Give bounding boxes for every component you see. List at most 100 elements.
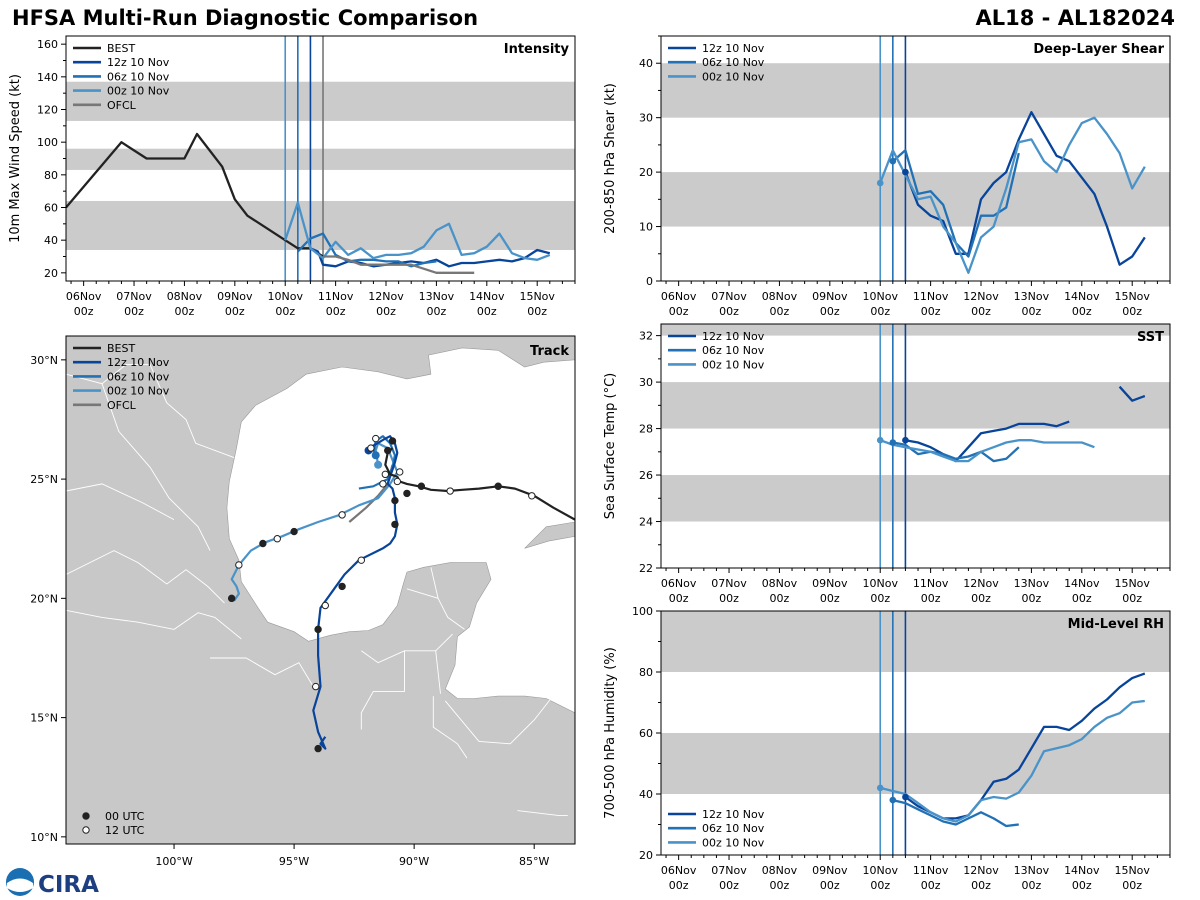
- marker-00utc: [338, 582, 346, 591]
- x-tick-label: 00z: [527, 305, 547, 318]
- x-tick-label: 90°W: [399, 855, 429, 868]
- x-tick-label: 15Nov: [1114, 577, 1150, 590]
- border: [361, 650, 405, 664]
- marker-00utc: [259, 539, 267, 548]
- x-tick-label: 07Nov: [711, 864, 747, 877]
- marker-12utc: [235, 561, 243, 569]
- y-tick-label: 15°N: [30, 712, 58, 725]
- y-tick-label: 25°N: [30, 473, 58, 486]
- x-tick-label: 15Nov: [1114, 864, 1150, 877]
- axes-frame: [65, 335, 576, 845]
- legend-label: OFCL: [107, 399, 137, 412]
- x-tick-label: 13Nov: [1014, 864, 1050, 877]
- x-tick-label: 15Nov: [519, 290, 555, 303]
- x-tick-label: 00z: [1022, 592, 1042, 605]
- x-tick-label: 00z: [1022, 879, 1042, 892]
- marker-12utc: [379, 480, 387, 488]
- x-tick-label: 08Nov: [167, 290, 203, 303]
- init-marker: [902, 436, 909, 444]
- border: [210, 657, 314, 687]
- border: [444, 698, 552, 745]
- y-axis-label: 700-500 hPa Humidity (%): [603, 647, 618, 819]
- y-tick-label: 20: [44, 267, 58, 280]
- border: [432, 696, 468, 759]
- legend-label: 06z 10 Nov: [702, 822, 765, 835]
- marker-12utc: [381, 470, 390, 479]
- x-tick-label: 00z: [1022, 305, 1042, 318]
- x-tick-label: 10Nov: [862, 290, 898, 303]
- x-tick-label: 00z: [921, 879, 941, 892]
- y-tick-label: 32: [639, 330, 653, 343]
- y-tick-label: 100: [632, 605, 653, 618]
- y-tick-label: 140: [37, 71, 58, 84]
- legend-label: 12z 10 Nov: [107, 56, 170, 69]
- init-marker: [902, 168, 909, 176]
- x-tick-label: 13Nov: [1014, 290, 1050, 303]
- threshold-band: [66, 200, 575, 250]
- x-tick-label: 00z: [1072, 305, 1092, 318]
- plot-area: [876, 672, 1146, 828]
- legend-label: BEST: [107, 342, 135, 355]
- x-tick-label: 00z: [669, 592, 689, 605]
- marker-00utc: [227, 594, 236, 603]
- marker-00utc: [314, 625, 322, 634]
- panel-title: Mid-Level RH: [1068, 617, 1164, 632]
- x-tick-label: 13Nov: [419, 290, 455, 303]
- x-tick-label: 14Nov: [1064, 864, 1100, 877]
- y-tick-label: 24: [639, 516, 653, 529]
- x-tick-label: 00z: [669, 305, 689, 318]
- legend-label: 00z 10 Nov: [107, 385, 170, 398]
- x-tick-label: 09Nov: [812, 864, 848, 877]
- marker-00utc: [417, 482, 426, 490]
- y-tick-label: 60: [639, 727, 653, 740]
- x-tick-label: 12Nov: [368, 290, 404, 303]
- legend-label: 12z 10 Nov: [702, 330, 765, 343]
- x-tick-label: 11Nov: [913, 864, 949, 877]
- series-line: [284, 201, 551, 261]
- legend-label: 00z 10 Nov: [702, 70, 765, 83]
- x-tick-label: 00z: [376, 305, 396, 318]
- x-tick-label: 00z: [971, 879, 991, 892]
- legend-label: OFCL: [107, 99, 137, 112]
- series-line: [904, 111, 1146, 266]
- y-tick-label: 20: [639, 849, 653, 862]
- marker-12utc: [393, 477, 402, 486]
- x-tick-label: 00z: [1122, 305, 1142, 318]
- x-tick-label: 06Nov: [661, 864, 697, 877]
- x-tick-label: 00z: [921, 305, 941, 318]
- y-axis-label: Sea Surface Temp (°C): [603, 373, 618, 520]
- threshold-band: [66, 81, 575, 121]
- x-tick-label: 00z: [669, 879, 689, 892]
- x-tick-label: 10Nov: [267, 290, 303, 303]
- y-tick-label: 40: [639, 788, 653, 801]
- threshold-band: [661, 324, 1170, 336]
- x-tick-label: 09Nov: [217, 290, 253, 303]
- threshold-band: [661, 611, 1170, 672]
- x-tick-label: 00z: [719, 592, 739, 605]
- y-tick-label: 30: [639, 112, 653, 125]
- legend-label: 12 UTC: [105, 824, 145, 837]
- legend-label: 00z 10 Nov: [702, 836, 765, 849]
- y-tick-label: 40: [639, 57, 653, 70]
- border: [406, 588, 439, 599]
- x-tick-label: 00z: [870, 879, 890, 892]
- marker-00utc: [388, 437, 397, 445]
- series-line: [1118, 385, 1146, 402]
- storm-id: AL18 - AL182024: [975, 6, 1176, 30]
- x-tick-label: 07Nov: [711, 290, 747, 303]
- marker-00utc: [314, 744, 322, 753]
- x-tick-label: 00z: [971, 305, 991, 318]
- x-tick-label: 00z: [820, 305, 840, 318]
- init-marker: [889, 157, 897, 165]
- legend-label: 12z 10 Nov: [702, 808, 765, 821]
- rh-panel: 20 40 60 80 100 06Nov 00z 07Nov 00z 08Nov 00z 09Nov…: [603, 605, 1171, 892]
- plot-area: [66, 132, 551, 274]
- x-tick-label: 00z: [477, 305, 497, 318]
- y-tick-label: 80: [44, 169, 58, 182]
- legend-marker-00utc: [82, 812, 90, 820]
- marker-00utc: [391, 520, 399, 529]
- land: [66, 336, 575, 844]
- x-tick-label: 10Nov: [862, 577, 898, 590]
- x-tick-label: 00z: [820, 592, 840, 605]
- x-tick-label: 00z: [275, 305, 295, 318]
